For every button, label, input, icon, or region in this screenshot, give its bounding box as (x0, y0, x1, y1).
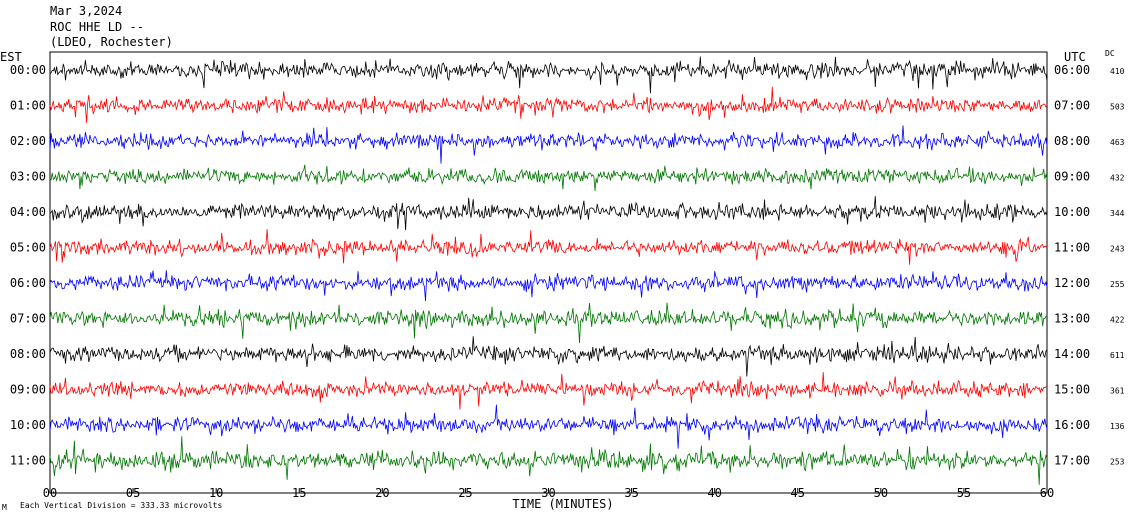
x-tick-label: 15 (292, 486, 306, 500)
est-hour-label: 11:00 (10, 454, 46, 468)
dc-offset-value: 611 (1110, 351, 1125, 360)
dc-offset-value: 422 (1110, 316, 1125, 325)
trace-row-0600 (49, 270, 1048, 302)
trace-row-0200 (49, 125, 1048, 164)
trace-row-0500 (49, 229, 1048, 265)
utc-hour-label: 16:00 (1054, 418, 1090, 432)
utc-hour-label: 13:00 (1054, 312, 1090, 326)
utc-hour-label: 08:00 (1054, 134, 1090, 148)
trace-row-0000 (49, 56, 1048, 94)
utc-hour-label: 15:00 (1054, 383, 1090, 397)
plot-frame (49, 51, 1048, 494)
x-tick-label: 60 (1040, 486, 1054, 500)
est-hour-label: 00:00 (10, 63, 46, 77)
dc-offset-value: 432 (1110, 174, 1125, 183)
trace-row-1000 (49, 404, 1048, 449)
x-tick-label: 50 (874, 486, 888, 500)
dc-offset-value: 253 (1110, 458, 1125, 467)
est-hour-label: 10:00 (10, 418, 46, 432)
dc-offset-value: 503 (1110, 103, 1125, 112)
trace-row-1100 (49, 436, 1048, 485)
x-tick-label: 00 (43, 486, 57, 500)
x-tick-label: 35 (624, 486, 638, 500)
est-hour-label: 04:00 (10, 205, 46, 219)
dc-offset-value: 243 (1110, 245, 1125, 254)
dc-offset-value: 136 (1110, 422, 1125, 431)
dc-offset-value: 361 (1110, 387, 1125, 396)
row-labels: 00:00 06:00 410 01:00 07:00 503 02:00 08:00 463 0… (10, 63, 1125, 468)
dc-offset-value: 344 (1110, 209, 1125, 218)
est-hour-label: 05:00 (10, 241, 46, 255)
utc-hour-label: 17:00 (1054, 454, 1090, 468)
utc-hour-label: 12:00 (1054, 276, 1090, 290)
trace-row-0800 (49, 336, 1048, 377)
seismic-traces (49, 56, 1048, 485)
x-tick-label: 05 (126, 486, 140, 500)
x-tick-label: 10 (209, 486, 223, 500)
x-tick-label: 45 (791, 486, 805, 500)
x-axis-label: TIME (MINUTES) (512, 497, 613, 511)
utc-hour-label: 14:00 (1054, 347, 1090, 361)
trace-row-0400 (49, 196, 1048, 231)
left-timezone-label: EST (0, 50, 22, 64)
est-hour-label: 09:00 (10, 383, 46, 397)
trace-row-0100 (49, 86, 1048, 123)
x-axis-ticks: 00 05 10 15 20 25 30 35 40 45 50 55 60 (43, 486, 1054, 500)
chart-date: Mar 3,2024 (50, 4, 122, 18)
dc-offset-value: 410 (1110, 67, 1125, 76)
utc-hour-label: 11:00 (1054, 241, 1090, 255)
footer-mark: M (2, 503, 7, 512)
x-tick-label: 55 (957, 486, 971, 500)
est-hour-label: 08:00 (10, 347, 46, 361)
x-tick-label: 25 (458, 486, 472, 500)
dc-header-label: DC (1105, 49, 1115, 58)
x-tick-label: 20 (375, 486, 389, 500)
chart-network: (LDEO, Rochester) (50, 35, 173, 49)
trace-row-0300 (49, 164, 1048, 192)
footer-scale-note: Each Vertical Division = 333.33 microvol… (20, 501, 222, 510)
est-hour-label: 01:00 (10, 99, 46, 113)
est-hour-label: 02:00 (10, 134, 46, 148)
x-tick-label: 40 (707, 486, 721, 500)
est-hour-label: 06:00 (10, 276, 46, 290)
dc-offset-value: 255 (1110, 280, 1125, 289)
est-hour-label: 03:00 (10, 170, 46, 184)
trace-row-0700 (49, 302, 1048, 344)
est-hour-label: 07:00 (10, 312, 46, 326)
right-timezone-label: UTC (1064, 50, 1086, 64)
utc-hour-label: 09:00 (1054, 170, 1090, 184)
x-tick-label: 30 (541, 486, 555, 500)
dc-offset-value: 463 (1110, 138, 1125, 147)
trace-row-0900 (49, 372, 1048, 410)
utc-hour-label: 06:00 (1054, 63, 1090, 77)
utc-hour-label: 10:00 (1054, 205, 1090, 219)
utc-hour-label: 07:00 (1054, 99, 1090, 113)
chart-station: ROC HHE LD -- (50, 20, 144, 34)
